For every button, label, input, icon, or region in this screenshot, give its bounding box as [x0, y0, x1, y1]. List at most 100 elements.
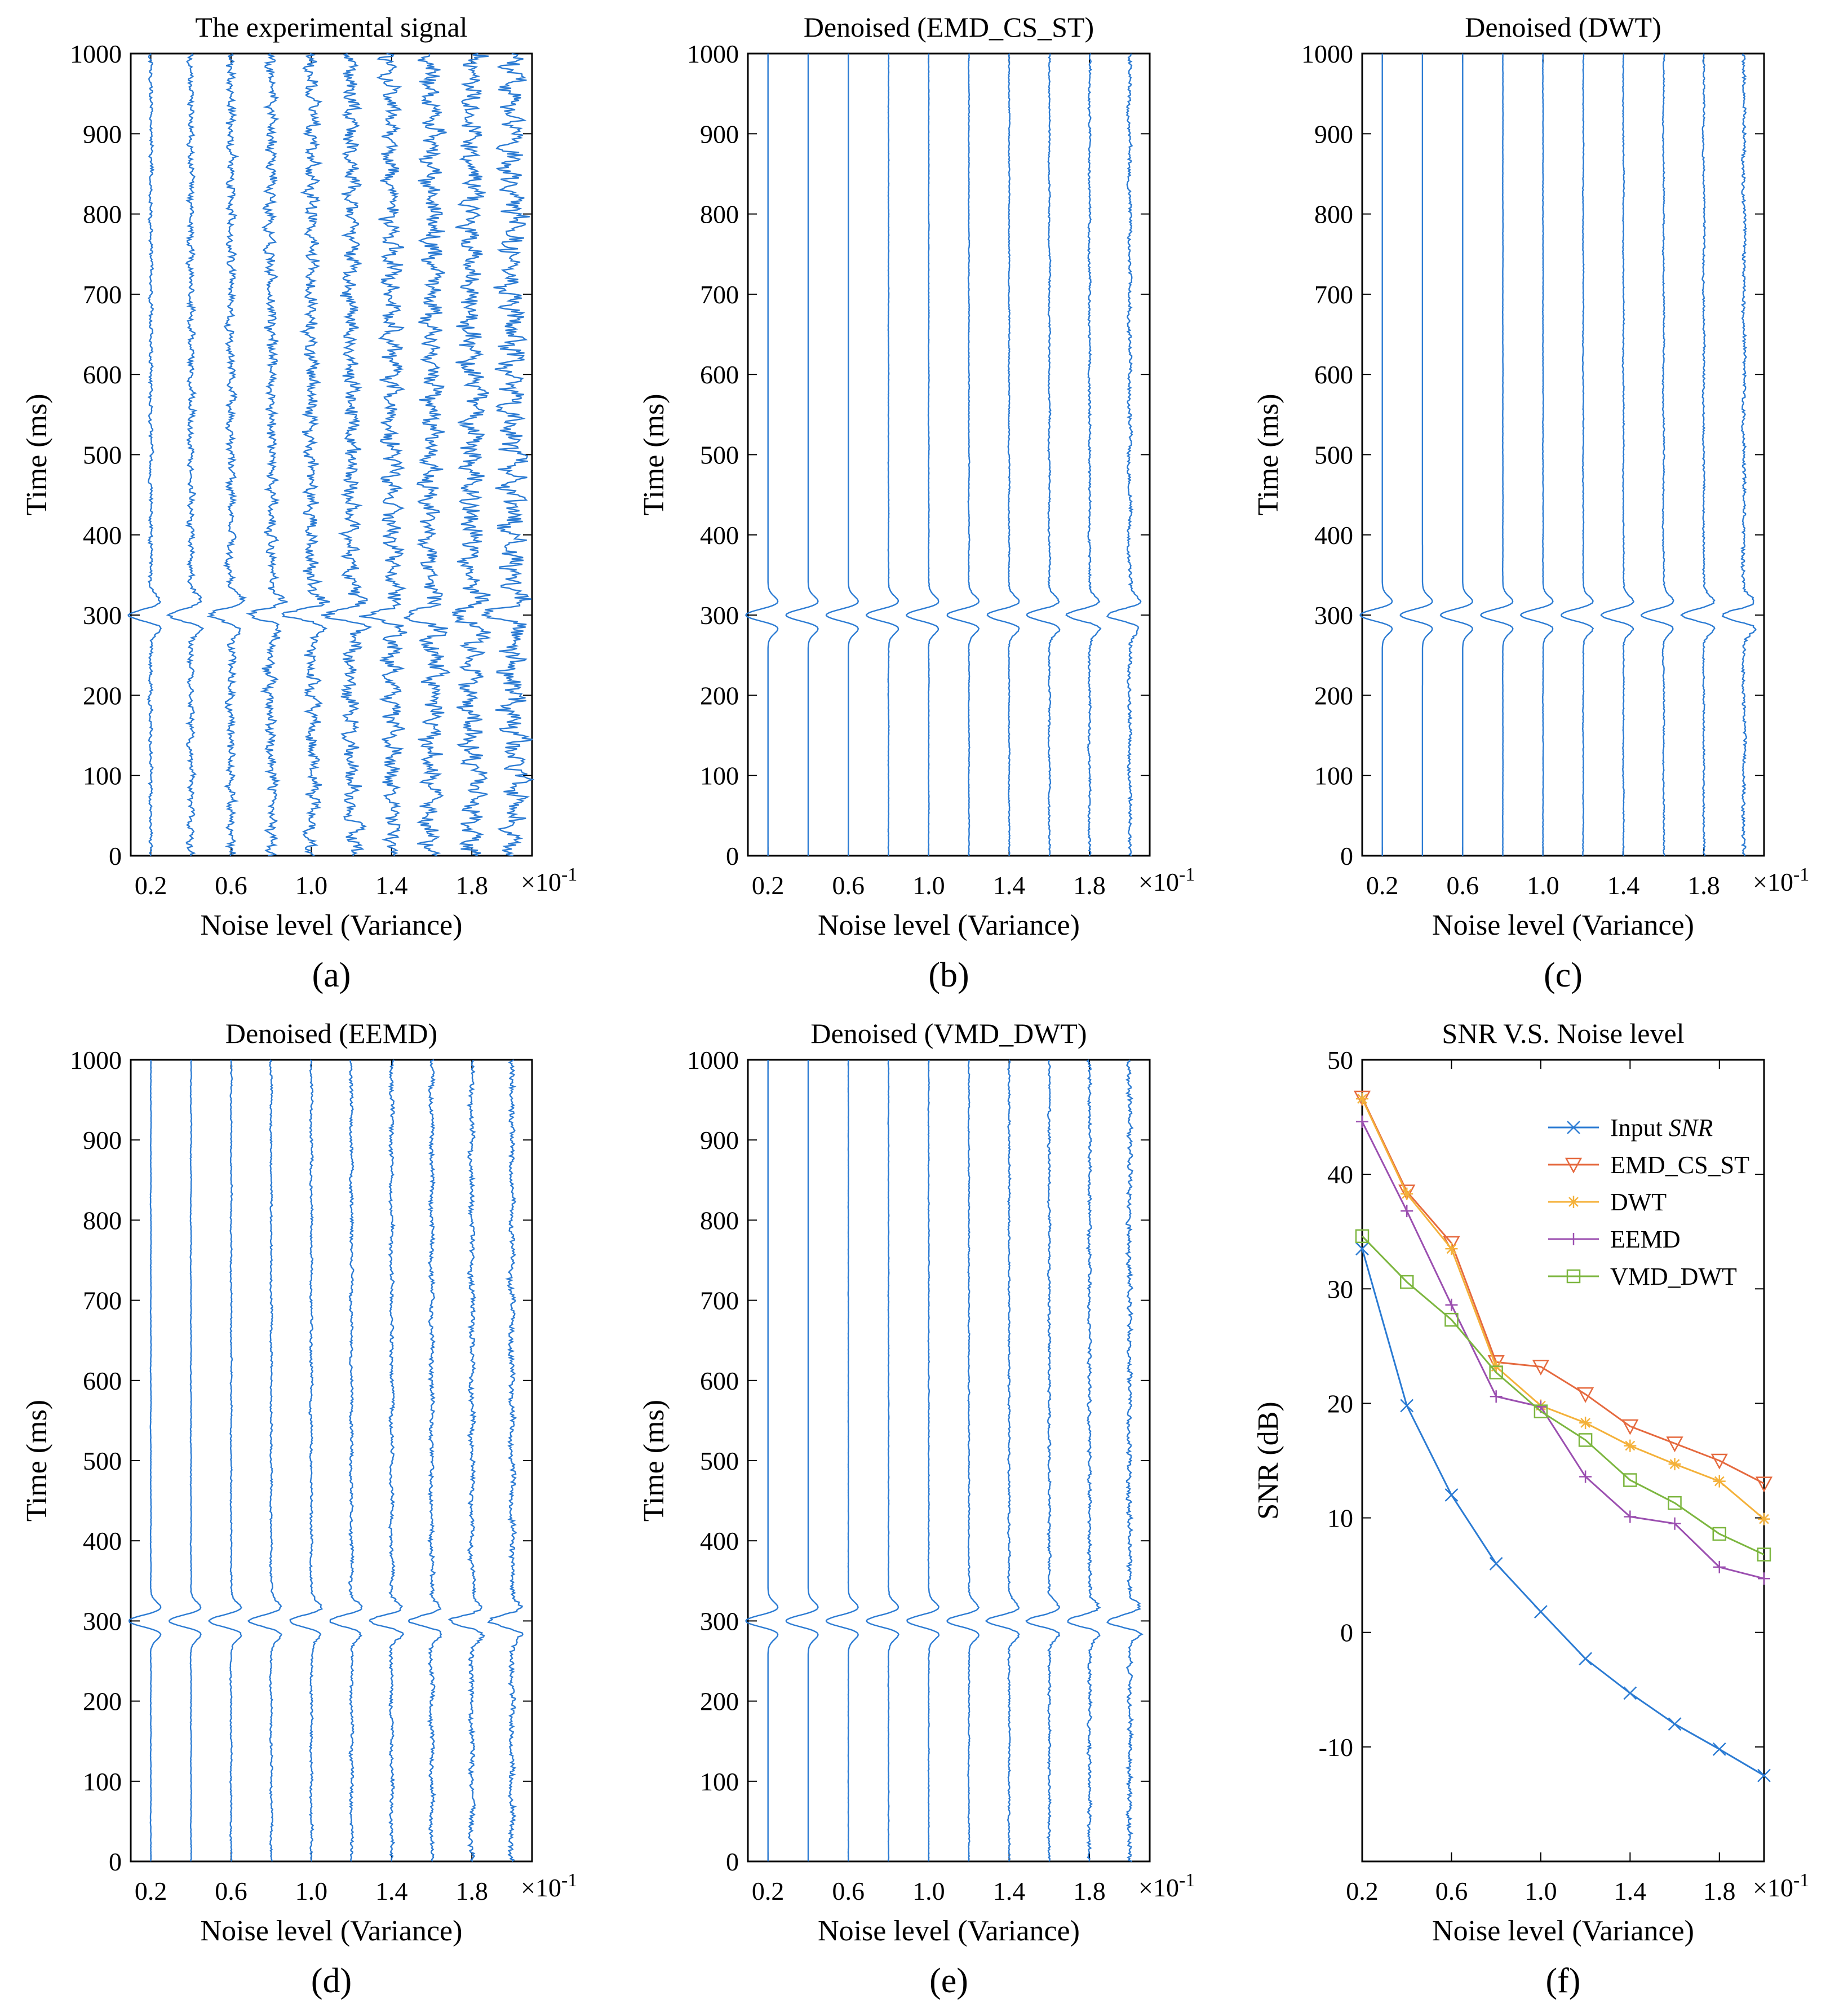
seismic-trace: [1640, 53, 1674, 856]
seismic-trace: [1067, 1059, 1101, 1862]
chart-title: The experimental signal: [195, 11, 467, 43]
data-marker: [1624, 1439, 1637, 1452]
seismic-trace: [281, 52, 330, 857]
y-tick-label: 30: [1327, 1275, 1353, 1303]
data-marker: [1710, 1453, 1728, 1470]
seismic-trace: [289, 1059, 323, 1862]
y-tick-label: 300: [83, 601, 122, 630]
y-tick-label: 400: [83, 521, 122, 550]
subplot-f: 0.2 0.6 1.0 1.4 1.8 -10 0 10 20 30 40 50 SNR V.S. No…: [1252, 1018, 1809, 2000]
x-tick-label: 1.0: [295, 1877, 328, 1905]
x-axis-label: Noise level (Variance): [818, 909, 1080, 941]
x-tick-label: 1.0: [912, 871, 945, 900]
seismic-trace: [207, 1059, 242, 1862]
y-axis-label: Time (ms): [21, 393, 53, 515]
data-marker: [1534, 1404, 1548, 1418]
x-tick-label: 1.4: [993, 871, 1026, 900]
y-tick-label: -10: [1319, 1733, 1353, 1762]
y-tick-label: 700: [83, 1286, 122, 1315]
y-tick-label: 700: [1314, 280, 1353, 309]
seismic-trace: [1106, 53, 1142, 857]
y-tick-label: 800: [700, 200, 739, 229]
seismic-trace: [127, 53, 162, 856]
seismic-trace: [1026, 53, 1061, 856]
seismic-trace: [168, 1059, 202, 1862]
subplot-caption: (a): [312, 956, 351, 994]
seismic-trace: [906, 1059, 939, 1862]
x-tick-label: 1.4: [1607, 871, 1640, 900]
data-marker: [1489, 1365, 1503, 1379]
y-tick-label: 400: [700, 1527, 739, 1555]
y-tick-label: 400: [700, 521, 739, 550]
plot-frame: [1361, 52, 1765, 857]
y-tick-label: 100: [83, 1767, 122, 1796]
data-marker: [1757, 1547, 1771, 1562]
y-tick-label: 500: [83, 441, 122, 470]
data-marker: [1666, 1436, 1683, 1453]
seismic-trace: [481, 52, 535, 857]
data-marker: [1668, 1496, 1682, 1510]
data-marker: [1668, 1458, 1681, 1471]
data-marker: [1578, 1433, 1593, 1447]
data-marker: [1668, 1717, 1682, 1731]
y-tick-label: 900: [700, 120, 739, 148]
y-tick-label: 200: [83, 681, 122, 710]
chart-title: Denoised (DWT): [1465, 11, 1661, 43]
x-tick-label: 1.0: [912, 1877, 945, 1905]
x-axis-label: Noise level (Variance): [818, 1915, 1080, 1947]
x-tick-label: 1.0: [1527, 871, 1559, 900]
y-tick-label: 0: [726, 842, 739, 870]
x-tick-label: 0.6: [832, 871, 865, 900]
data-marker: [1355, 1242, 1369, 1256]
y-tick-label: 600: [1314, 360, 1353, 389]
subplot-e: 0.2 0.6 1.0 1.4 1.8 0 100 200 300 400 500 600 700 800…: [638, 1018, 1195, 2000]
y-tick-label: 500: [700, 441, 739, 470]
y-tick-label: 800: [83, 1206, 122, 1235]
y-tick-label: 200: [1314, 681, 1353, 710]
y-tick-label: 1000: [1301, 39, 1353, 68]
subplot-d: 0.2 0.6 1.0 1.4 1.8 0 100 200 300 400 500 600 700 800…: [21, 1018, 577, 2000]
y-tick-label: 400: [83, 1527, 122, 1555]
plot-frame: [1361, 1059, 1765, 1863]
y-tick-label: 700: [700, 280, 739, 309]
y-axis-label: Time (ms): [21, 1400, 53, 1522]
data-marker: [1755, 1476, 1773, 1493]
subplot-caption: (f): [1546, 1962, 1581, 2000]
seismic-trace: [946, 1059, 980, 1862]
y-tick-label: 0: [109, 842, 122, 870]
data-marker: [1713, 1560, 1726, 1573]
x-tick-label: 0.6: [1435, 1877, 1468, 1905]
seismic-trace: [206, 53, 247, 856]
y-tick-label: 100: [700, 762, 739, 790]
y-tick-label: 0: [1340, 1618, 1353, 1647]
y-tick-label: 300: [700, 1607, 739, 1635]
subplot-caption: (d): [311, 1962, 352, 2000]
y-tick-label: 700: [83, 280, 122, 309]
data-marker: [1579, 1470, 1592, 1483]
data-marker: [1567, 1233, 1580, 1245]
y-tick-label: 300: [83, 1607, 122, 1635]
data-marker: [1623, 1686, 1637, 1700]
x-axis-label: Noise level (Variance): [201, 1915, 463, 1947]
y-tick-label: 1000: [70, 1046, 122, 1074]
plot-frame: [747, 1059, 1151, 1863]
y-tick-label: 0: [1340, 842, 1353, 870]
y-tick-label: 900: [83, 120, 122, 148]
x-tick-label: 0.2: [752, 1877, 785, 1905]
data-marker: [1490, 1390, 1503, 1403]
data-marker: [1356, 1093, 1368, 1105]
y-tick-label: 900: [700, 1126, 739, 1155]
y-axis-label: SNR (dB): [1252, 1401, 1284, 1519]
plot-frame: [747, 52, 1151, 857]
y-tick-label: 700: [700, 1286, 739, 1315]
y-tick-label: 100: [700, 1767, 739, 1796]
y-tick-label: 200: [83, 1687, 122, 1716]
x-axis-label: Noise level (Variance): [1432, 1915, 1694, 1947]
y-tick-label: 1000: [687, 1046, 739, 1074]
data-marker: [1567, 1121, 1580, 1134]
chart-title: Denoised (EEMD): [225, 1018, 437, 1049]
seismic-trace: [744, 54, 779, 856]
chart-title: Denoised (EMD_CS_ST): [804, 11, 1094, 43]
y-tick-label: 300: [700, 601, 739, 630]
x-multiplier: ×10-1: [1138, 1870, 1195, 1902]
